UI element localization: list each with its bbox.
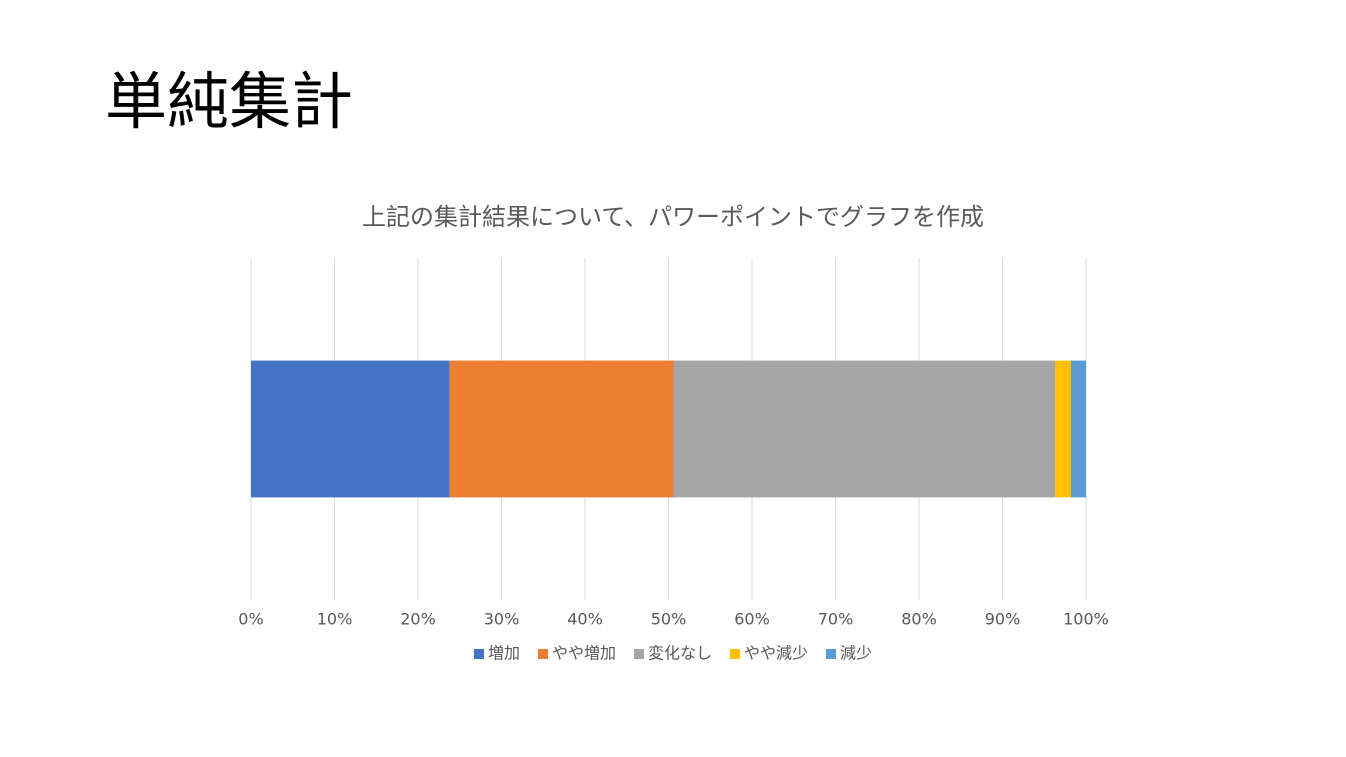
x-tick-label: 30% [484, 610, 520, 629]
legend-swatch [537, 649, 548, 659]
chart-title: 上記の集計結果について、パワーポイントでグラフを作成 [362, 203, 984, 231]
legend-item: 増加 [473, 644, 520, 663]
bar-segment [1055, 360, 1071, 498]
x-tick-label: 10% [317, 610, 353, 629]
legend-swatch [730, 649, 741, 659]
legend: 増加 やや増加 変化なし やや減少 減少 [473, 644, 872, 663]
x-tick-label: 20% [400, 610, 436, 629]
legend-item: 減少 [826, 644, 872, 663]
x-tick-label: 70% [818, 610, 854, 629]
legend-label: やや増加 [552, 644, 616, 663]
legend-label: 変化なし [648, 644, 712, 663]
legend-swatch [633, 649, 644, 659]
bar-segment [1070, 360, 1086, 498]
slide-title: 単純集計 [105, 65, 353, 138]
x-tick-label: 60% [734, 610, 770, 629]
bar-segment [449, 360, 674, 498]
legend-label: やや減少 [744, 644, 808, 663]
legend-swatch [826, 649, 837, 659]
bar-segment [251, 360, 450, 498]
legend-swatch [473, 649, 484, 659]
x-tick-label: 50% [651, 610, 687, 629]
bars [251, 360, 1086, 498]
bar-segment [673, 360, 1056, 498]
x-tick-label: 100% [1063, 610, 1109, 629]
legend-item: やや減少 [730, 644, 808, 663]
x-tick-label: 40% [567, 610, 603, 629]
x-tick-label: 90% [985, 610, 1021, 629]
legend-item: やや増加 [537, 644, 616, 663]
x-tick-label: 80% [901, 610, 937, 629]
x-tick-label: 0% [238, 610, 263, 629]
legend-label: 増加 [488, 644, 520, 663]
legend-item: 変化なし [633, 644, 712, 663]
legend-label: 減少 [840, 644, 872, 663]
